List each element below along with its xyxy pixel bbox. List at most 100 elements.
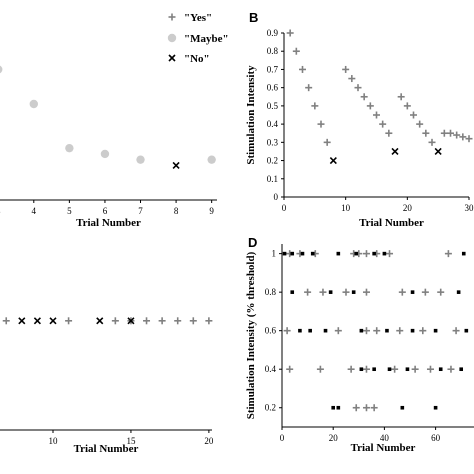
x-axis-label: Trial Number: [359, 217, 424, 229]
x-tick-label: 0: [280, 433, 285, 443]
panel-b: 0 10 20 30 0 0.1 0.2 0.3 0.4 0.5 0.6 0.7 0.8 0.9 Trial…: [245, 10, 474, 229]
y-tick-label: 0.4: [265, 364, 277, 374]
data-point-plus: [205, 317, 213, 325]
data-point-circle: [29, 99, 38, 109]
data-point-square: [298, 328, 302, 333]
data-point-x: [434, 147, 442, 156]
x-tick-label: 20: [329, 433, 339, 443]
data-point-plus: [426, 365, 434, 373]
data-point-plus: [352, 404, 360, 412]
data-point-plus: [65, 317, 73, 325]
data-point-square: [372, 251, 376, 256]
panel-d: 0 20 40 60 0.2 0.4 0.6 0.8 1 Trial Number Stimulat…: [245, 235, 474, 454]
data-point-x: [96, 317, 104, 325]
data-point-plus: [391, 365, 399, 373]
data-point-plus: [334, 327, 342, 335]
data-point-square: [308, 328, 312, 333]
panel-label: B: [249, 10, 258, 25]
data-point-square: [300, 251, 305, 256]
x-tick-label: 3: [0, 206, 1, 216]
y-tick-label: 0.8: [267, 46, 279, 56]
x-tick-label: 20: [403, 203, 413, 213]
data-point-plus: [316, 365, 324, 373]
data-point-x: [172, 161, 180, 170]
data-point-plus: [158, 317, 166, 325]
data-point-x: [33, 317, 41, 325]
data-point-square: [290, 290, 295, 294]
data-point-square: [405, 367, 410, 372]
data-point-square: [382, 251, 387, 256]
data-point-square: [461, 251, 466, 256]
data-point-plus: [317, 120, 325, 128]
data-point-plus: [348, 75, 356, 83]
data-point-plus: [111, 317, 119, 325]
data-point-plus: [366, 102, 374, 110]
data-point-x: [49, 317, 57, 325]
legend-marker-x: [168, 54, 176, 62]
data-point-plus: [354, 84, 362, 92]
data-point-plus: [453, 131, 461, 139]
y-tick-label: 0.6: [265, 326, 277, 336]
data-point-plus: [2, 317, 10, 325]
x-tick-label: 6: [103, 206, 108, 216]
data-point-circle: [207, 155, 216, 164]
data-point-plus: [342, 65, 350, 73]
data-point-plus: [419, 327, 427, 335]
data-point-plus: [447, 365, 455, 373]
data-point-square: [372, 367, 376, 372]
y-tick-label: 0: [274, 192, 279, 202]
data-point-circle: [0, 65, 3, 74]
data-point-plus: [447, 129, 454, 137]
data-point-plus: [403, 102, 411, 110]
data-point-square: [336, 251, 341, 256]
data-point-square: [400, 405, 405, 410]
x-tick-label: 15: [126, 436, 136, 446]
data-point-plus: [421, 288, 429, 296]
legend-item: "Yes": [168, 12, 212, 24]
x-tick-label: 20: [204, 436, 214, 446]
data-point-x: [127, 317, 135, 325]
y-axis-label: Stimulation Intensity (% threshold): [245, 251, 257, 419]
data-point-plus: [189, 317, 197, 325]
data-point-plus: [428, 138, 436, 146]
data-point-plus: [360, 93, 368, 101]
data-point-x: [18, 317, 26, 325]
y-tick-label: 0.9: [267, 28, 279, 38]
data-point-plus: [452, 327, 460, 335]
data-point-square: [464, 328, 469, 333]
panel-label: D: [248, 235, 257, 250]
legend: "Yes" "Maybe" "No": [167, 12, 229, 65]
x-tick-label: 5: [67, 206, 72, 216]
panel-a: 3 4 5 6 7 8 9 Trial Number: [0, 65, 217, 229]
data-point-square: [410, 328, 415, 333]
x-tick-label: 7: [138, 206, 143, 216]
data-point-circle: [65, 143, 74, 153]
data-point-plus: [385, 129, 393, 137]
data-point-plus: [342, 288, 350, 296]
data-point-plus: [362, 288, 370, 296]
data-point-square: [385, 328, 389, 333]
data-point-plus: [292, 47, 300, 55]
data-point-plus: [440, 129, 448, 137]
data-point-plus: [362, 327, 370, 335]
legend-label: "Yes": [184, 12, 212, 24]
data-point-plus: [304, 288, 312, 296]
data-point-x: [391, 147, 399, 156]
data-point-square: [351, 290, 356, 294]
data-point-plus: [379, 120, 387, 128]
data-point-square: [387, 367, 392, 372]
data-point-square: [328, 290, 333, 294]
data-point-plus: [362, 250, 370, 258]
data-point-plus: [143, 317, 151, 325]
data-point-plus: [465, 135, 473, 143]
data-point-plus: [373, 327, 381, 335]
data-point-plus: [305, 84, 313, 92]
data-point-square: [282, 251, 287, 256]
data-point-square: [359, 367, 364, 372]
data-point-plus: [311, 102, 319, 110]
data-point-square: [438, 367, 443, 372]
data-point-plus: [459, 133, 467, 141]
data-point-square: [354, 251, 359, 256]
data-point-plus: [397, 93, 405, 101]
